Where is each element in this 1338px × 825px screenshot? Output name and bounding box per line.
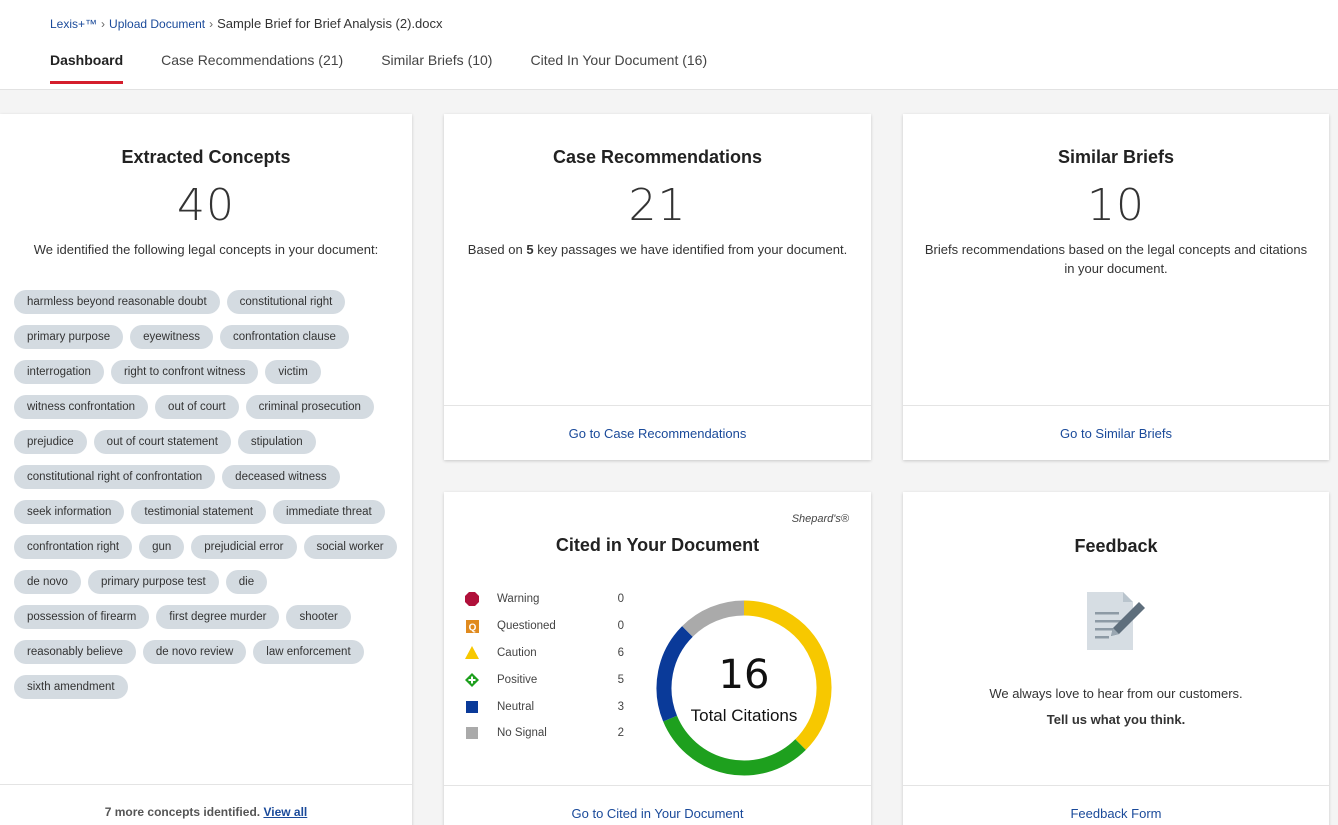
concept-chip[interactable]: die xyxy=(225,570,268,594)
case-recommendations-description: Based on 5 key passages we have identifi… xyxy=(467,242,848,257)
concept-chip[interactable]: immediate threat xyxy=(273,500,385,524)
go-to-similar-briefs-link[interactable]: Go to Similar Briefs xyxy=(1060,426,1172,441)
concept-chip[interactable]: social worker xyxy=(303,535,397,559)
concept-chip[interactable]: constitutional right of confrontation xyxy=(14,465,216,489)
concept-chip[interactable]: eyewitness xyxy=(130,325,213,349)
citations-donut-chart xyxy=(656,600,832,776)
warning-icon xyxy=(464,591,480,607)
chevron-right-icon: › xyxy=(101,16,106,31)
extracted-concepts-count: 40 xyxy=(177,180,235,231)
concept-chip[interactable]: de novo review xyxy=(142,640,247,664)
concept-chip[interactable]: reasonably believe xyxy=(14,640,136,664)
similar-briefs-description: Briefs recommendations based on the lega… xyxy=(924,242,1308,276)
concept-chip[interactable]: prejudicial error xyxy=(191,535,297,559)
legend-row-warning: Warning 0 xyxy=(464,586,624,613)
case-recommendations-footer: Go to Case Recommendations xyxy=(444,405,871,460)
breadcrumb-upload-link[interactable]: Upload Document xyxy=(109,16,206,31)
concept-chip[interactable]: law enforcement xyxy=(253,640,364,664)
concept-chip[interactable]: seek information xyxy=(14,500,125,524)
legend-row-questioned: Q Questioned 0 xyxy=(464,613,624,640)
concept-chip[interactable]: sixth amendment xyxy=(14,675,128,699)
signal-legend: Warning 0 Q Questioned 0 Caution 6 Posit… xyxy=(464,586,624,747)
concept-chip[interactable]: primary purpose xyxy=(14,325,124,349)
similar-briefs-footer: Go to Similar Briefs xyxy=(903,405,1329,460)
legend-row-neutral: Neutral 3 xyxy=(464,693,624,720)
concept-chip[interactable]: out of court statement xyxy=(93,430,231,454)
extracted-concepts-description: We identified the following legal concep… xyxy=(33,242,379,257)
concept-chip[interactable]: harmless beyond reasonable doubt xyxy=(14,290,220,314)
concept-chip[interactable]: gun xyxy=(139,535,185,559)
concept-chip[interactable]: confrontation clause xyxy=(219,325,349,349)
donut-segment-caution xyxy=(743,600,832,750)
more-concepts-text: 7 more concepts identified. xyxy=(104,805,261,819)
concept-chip[interactable]: de novo xyxy=(14,570,81,594)
questioned-icon: Q xyxy=(464,618,480,634)
document-edit-icon xyxy=(1087,592,1145,650)
svg-text:Q: Q xyxy=(468,622,476,633)
concept-chip[interactable]: possession of firearm xyxy=(14,605,150,629)
cited-title: Cited in Your Document xyxy=(555,535,760,555)
case-recommendations-card: Case Recommendations 21 Based on 5 key p… xyxy=(444,114,871,460)
similar-briefs-title: Similar Briefs xyxy=(1057,147,1175,167)
donut-segment-positive xyxy=(663,715,806,776)
tab-case-recommendations[interactable]: Case Recommendations (21) xyxy=(161,52,344,68)
extracted-concepts-card: Extracted Concepts 40 We identified the … xyxy=(0,114,412,825)
donut-segment-no-signal xyxy=(682,600,745,637)
concept-chip[interactable]: deceased witness xyxy=(222,465,340,489)
breadcrumb-current: Sample Brief for Brief Analysis (2).docx xyxy=(217,16,443,31)
concept-chip-list: harmless beyond reasonable doubt constitu… xyxy=(14,290,404,710)
tab-dashboard[interactable]: Dashboard xyxy=(50,52,124,84)
positive-icon xyxy=(464,672,480,688)
top-bar: Lexis+™ › Upload Document › Sample Brief… xyxy=(0,0,1338,90)
concept-chip[interactable]: shooter xyxy=(286,605,351,629)
case-recommendations-title: Case Recommendations xyxy=(552,147,763,167)
concept-chip[interactable]: criminal prosecution xyxy=(245,395,374,419)
feedback-form-link[interactable]: Feedback Form xyxy=(1070,806,1162,821)
tab-bar: Dashboard Case Recommendations (21) Simi… xyxy=(50,52,745,84)
feedback-line1: We always love to hear from our customer… xyxy=(989,686,1243,701)
breadcrumb-root-link[interactable]: Lexis+™ xyxy=(50,16,98,31)
concept-chip[interactable]: out of court xyxy=(155,395,239,419)
caution-icon xyxy=(464,645,480,661)
feedback-line2: Tell us what you think. xyxy=(1046,712,1186,727)
total-citations-label: Total Citations xyxy=(690,706,798,725)
go-to-case-recommendations-link[interactable]: Go to Case Recommendations xyxy=(568,426,747,441)
cited-footer: Go to Cited in Your Document xyxy=(444,785,871,825)
legend-row-caution: Caution 6 xyxy=(464,640,624,667)
neutral-icon xyxy=(464,699,480,715)
legend-row-positive: Positive 5 xyxy=(464,666,624,693)
go-to-cited-link[interactable]: Go to Cited in Your Document xyxy=(571,806,744,821)
breadcrumb: Lexis+™ › Upload Document › Sample Brief… xyxy=(50,16,443,31)
donut-segment-neutral xyxy=(656,626,693,722)
concept-chip[interactable]: witness confrontation xyxy=(14,395,149,419)
shepards-brand: Shepard's® xyxy=(791,513,849,525)
chevron-right-icon: › xyxy=(209,16,214,31)
legend-row-no-signal: No Signal 2 xyxy=(464,720,624,747)
feedback-title: Feedback xyxy=(1074,536,1158,556)
concept-chip[interactable]: confrontation right xyxy=(14,535,133,559)
concept-chip[interactable]: interrogation xyxy=(14,360,104,384)
concept-chip[interactable]: primary purpose test xyxy=(87,570,219,594)
concept-chip[interactable]: stipulation xyxy=(237,430,316,454)
extracted-concepts-title: Extracted Concepts xyxy=(121,147,291,167)
concept-chip[interactable]: first degree murder xyxy=(156,605,280,629)
similar-briefs-card: Similar Briefs 10 Briefs recommendations… xyxy=(903,114,1329,460)
tab-cited-in-your-document[interactable]: Cited In Your Document (16) xyxy=(530,52,708,68)
feedback-footer: Feedback Form xyxy=(903,785,1329,825)
concepts-footer: 7 more concepts identified. View all xyxy=(0,784,412,825)
concept-chip[interactable]: victim xyxy=(265,360,321,384)
concept-chip[interactable]: prejudice xyxy=(14,430,87,454)
tab-similar-briefs[interactable]: Similar Briefs (10) xyxy=(381,52,493,68)
case-recommendations-count: 21 xyxy=(628,180,687,231)
view-all-link[interactable]: View all xyxy=(263,805,308,819)
total-citations-number: 16 xyxy=(718,652,770,698)
no-signal-icon xyxy=(464,725,480,741)
concept-chip[interactable]: testimonial statement xyxy=(131,500,267,524)
concept-chip[interactable]: constitutional right xyxy=(226,290,346,314)
cited-in-your-document-card: Shepard's® Cited in Your Document Warnin… xyxy=(444,492,871,825)
feedback-card: Feedback We always love to hear from our… xyxy=(903,492,1329,825)
similar-briefs-count: 10 xyxy=(1087,180,1145,231)
concept-chip[interactable]: right to confront witness xyxy=(110,360,259,384)
